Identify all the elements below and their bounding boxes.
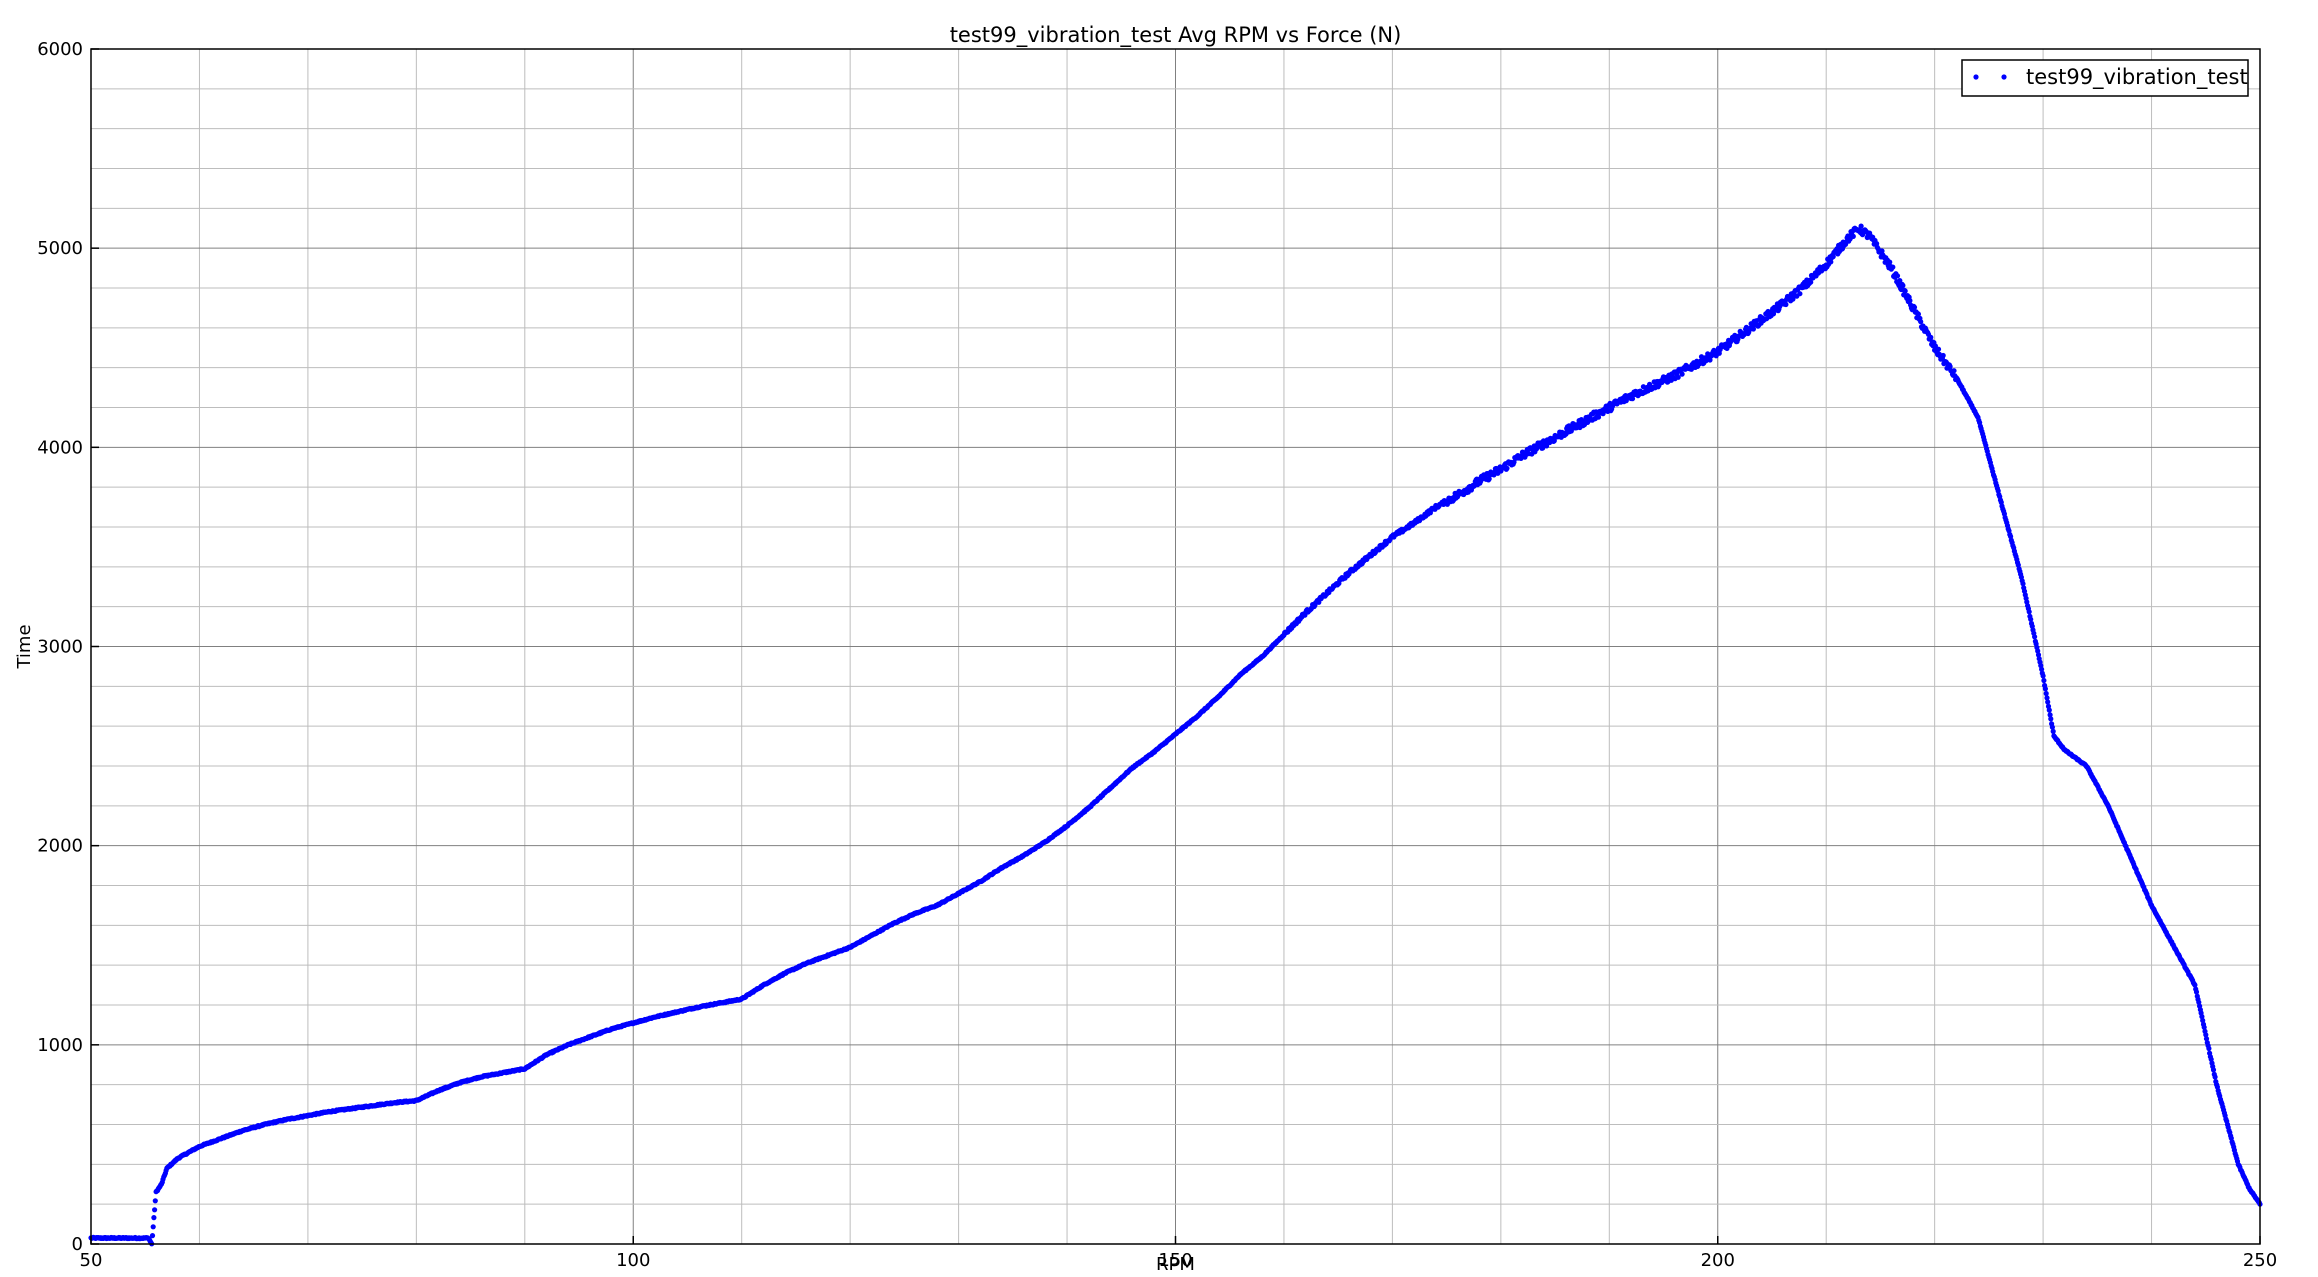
data-point [2043,690,2049,697]
data-point [2212,1074,2218,1080]
grid [90,48,2261,1245]
legend-marker [2001,74,2007,80]
data-point [1932,343,1938,349]
data-point [1830,254,1836,260]
y-tick-label: 4000 [37,437,83,458]
data-point [2200,1017,2206,1024]
data-point [1595,414,1602,420]
data-point [1928,334,1934,340]
y-tick-label: 6000 [37,39,83,60]
data-point [1750,326,1756,332]
data-point [1935,346,1942,352]
data-point [1828,259,1834,265]
data-point [2193,989,2200,995]
legend-marker [1973,74,1979,80]
legend-label: test99_vibration_test [2026,65,2248,90]
data-point [2044,695,2050,701]
data-point [1783,301,1789,308]
x-tick-label: 250 [2243,1250,2277,1271]
data-point [151,1215,157,1221]
legend: test99_vibration_test [1961,59,2249,97]
data-point [2048,716,2054,722]
data-point [2203,1032,2209,1038]
data-point [2032,634,2038,640]
y-tick-label: 1000 [37,1035,83,1056]
data-point [1940,352,1946,359]
data-point [1504,465,1510,471]
data-point [1679,371,1685,377]
data-point [2047,712,2053,718]
data-point [1850,233,1856,239]
data-point [1890,264,1896,270]
x-tick-label: 150 [1158,1250,1192,1271]
data-point [1858,223,1864,229]
data-point [2040,673,2046,679]
plot-series [88,223,2263,1247]
data-point [1887,259,1893,265]
data-point [2203,1036,2210,1042]
data-point [1879,248,1885,254]
ticks: 50 100 150 200 250 0 1000 2000 3000 4000 5000 6000 [37,39,2277,1271]
data-point [2035,648,2041,654]
data-point [2049,724,2055,730]
y-tick-label: 2000 [37,836,83,857]
data-point [1915,311,1921,317]
data-point [2050,728,2056,735]
data-point [2042,686,2048,692]
data-point [1907,298,1913,304]
data-point [2206,1045,2212,1052]
data-point [1894,273,1901,279]
data-point [1511,459,1517,465]
data-point [1918,319,1924,325]
data-point [2046,707,2052,713]
data-point [2192,982,2198,988]
data-point [2045,699,2051,705]
data-point [152,1207,158,1213]
data-point [1675,374,1681,380]
data-point [1951,368,1957,374]
data-point [1911,304,1918,310]
x-axis-label: RPM [1156,1254,1195,1275]
data-point [1797,291,1803,297]
y-tick-label: 3000 [37,637,83,658]
data-point [1486,476,1492,482]
data-point [2020,581,2026,587]
data-point [1808,279,1814,285]
data-point [1900,282,1906,289]
data-point [2039,666,2045,672]
data-point [149,1233,156,1239]
x-tick-label: 50 [80,1250,103,1271]
legend-box [1961,59,2249,97]
data-point [2041,677,2047,684]
data-point [1707,357,1713,363]
x-tick-label: 100 [616,1250,650,1271]
data-point [152,1198,158,1204]
data-point [1640,384,1646,390]
x-tick-label: 200 [1701,1250,1735,1271]
data-point [1902,288,1908,294]
data-point [1629,396,1636,402]
y-tick-label: 5000 [37,238,83,259]
chart-title: test99_vibration_test Avg RPM vs Force (… [950,23,1402,48]
data-point [2201,1024,2207,1030]
data-point [2210,1067,2217,1073]
y-tick-label: 0 [72,1234,83,1255]
data-point [2199,1014,2205,1020]
y-axis-label: Time [14,624,35,669]
data-point [2028,616,2034,622]
data-point [150,1224,156,1230]
data-point [2026,609,2032,615]
data-point [1947,363,1953,370]
